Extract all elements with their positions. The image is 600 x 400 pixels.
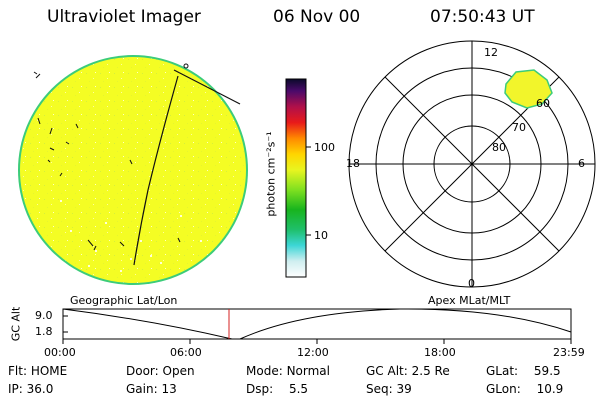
mlt-label-6: 6 bbox=[578, 157, 585, 170]
mlat-label-80: 80 bbox=[492, 141, 506, 154]
time-label: 07:50:43 UT bbox=[430, 7, 535, 27]
earth-disc-image bbox=[18, 55, 248, 285]
ytick-1-8: 1.8 bbox=[35, 325, 53, 338]
ytick-9: 9.0 bbox=[35, 309, 53, 322]
info-gc-alt: GC Alt: 2.5 Re bbox=[366, 364, 450, 378]
aurora-blob bbox=[504, 69, 553, 109]
colorbar-unit-label: photon cm⁻²s⁻¹ bbox=[264, 131, 278, 217]
geographic-label: Geographic Lat/Lon bbox=[70, 294, 178, 307]
mlat-label-60: 60 bbox=[536, 97, 550, 110]
xtick-1800: 18:00 bbox=[424, 346, 456, 359]
info-flt: Flt: HOME bbox=[8, 364, 68, 378]
altitude-timeline bbox=[62, 308, 572, 344]
info-gain: Gain: 13 bbox=[126, 382, 177, 396]
info-ip: IP: 36.0 bbox=[8, 382, 54, 396]
info-door: Door: Open bbox=[126, 364, 195, 378]
mlt-label-12: 12 bbox=[484, 46, 498, 59]
instrument-title: Ultraviolet Imager bbox=[47, 7, 201, 27]
info-glon: GLon: 10.9 bbox=[486, 382, 564, 396]
colorbar-tick-10: 10 bbox=[314, 229, 328, 242]
polar-mlt-plot bbox=[348, 40, 596, 288]
mlat-label-70: 70 bbox=[512, 121, 526, 134]
colorbar-tick-100: 100 bbox=[314, 141, 335, 154]
xtick-0600: 06:00 bbox=[170, 346, 202, 359]
xtick-1200: 12:00 bbox=[297, 346, 329, 359]
info-mode: Mode: Normal bbox=[246, 364, 330, 378]
date-label: 06 Nov 00 bbox=[273, 7, 361, 27]
colorbar bbox=[285, 78, 311, 278]
info-seq: Seq: 39 bbox=[366, 382, 412, 396]
info-glat: GLat: 59.5 bbox=[486, 364, 561, 378]
gc-alt-axis-label: GC Alt bbox=[9, 306, 23, 342]
mlt-label-0: 0 bbox=[468, 277, 475, 290]
xtick-0000: 00:00 bbox=[44, 346, 76, 359]
xtick-2359: 23:59 bbox=[553, 346, 585, 359]
mlt-label-18: 18 bbox=[346, 157, 360, 170]
apex-label: Apex MLat/MLT bbox=[428, 294, 511, 307]
info-dsp: Dsp: 5.5 bbox=[246, 382, 309, 396]
